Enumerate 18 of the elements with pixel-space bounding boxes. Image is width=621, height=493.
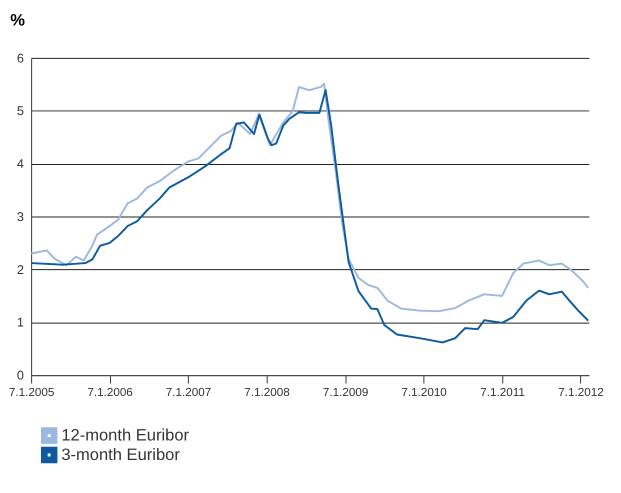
x-tick-label: 7.1.2008	[244, 386, 290, 400]
x-tick-label: 7.1.2010	[401, 386, 448, 400]
y-tick-label: 6	[16, 51, 24, 66]
legend-label: 3-month Euribor	[61, 444, 180, 464]
y-tick-label: 3	[16, 210, 24, 224]
x-tick-label: 7.1.2009	[322, 386, 368, 400]
x-tick-label: 7.1.2005	[8, 386, 54, 400]
y-tick-label: 5	[16, 104, 24, 118]
y-tick-label: 1	[16, 316, 24, 330]
y-tick-label: 4	[16, 157, 24, 172]
legend-label: 12-month Euribor	[61, 425, 190, 444]
x-tick-label: 7.1.2006	[87, 386, 133, 400]
x-tick-label: 7.1.2007	[166, 386, 212, 400]
x-tick-label: 7.1.2011	[480, 386, 525, 400]
x-tick-label: 7.1.2012	[558, 386, 604, 400]
y-axis-title: %	[10, 10, 26, 30]
y-tick-label: 2	[16, 262, 24, 277]
y-tick-label: 0	[16, 368, 24, 383]
